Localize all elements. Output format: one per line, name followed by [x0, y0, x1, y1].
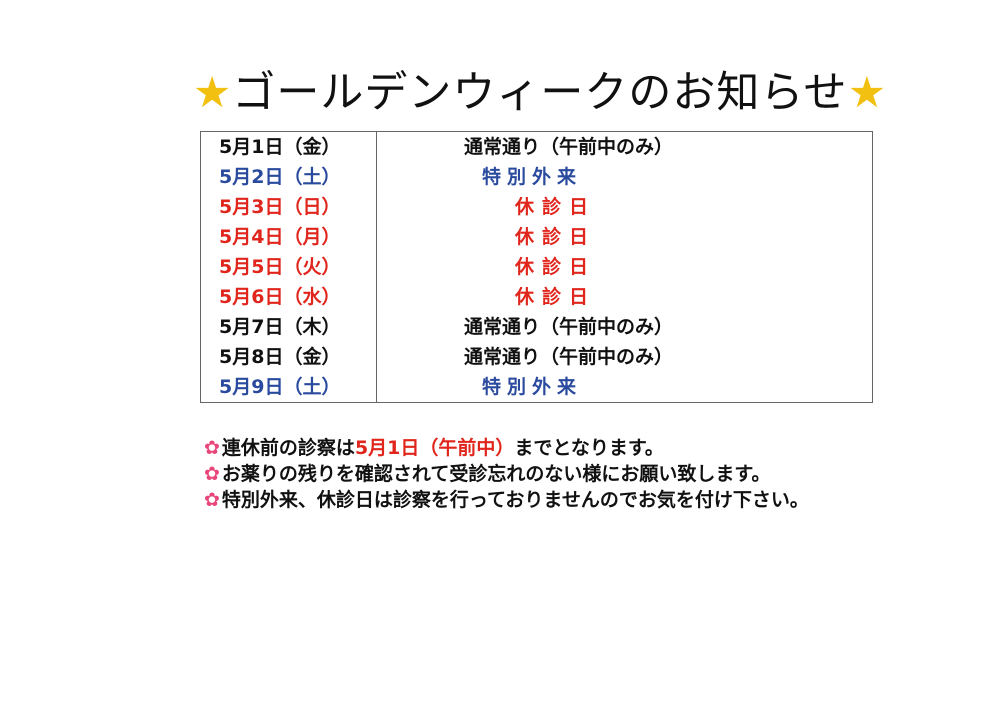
star-icon: ★ — [847, 68, 888, 118]
status-cell: 通常通り（午前中のみ） — [376, 131, 873, 162]
status-cell: 特別外来 — [376, 372, 873, 403]
status-cell: 特別外来 — [376, 162, 873, 192]
table-row: 5月3日（日） 休診日 — [200, 192, 873, 222]
status-cell: 通常通り（午前中のみ） — [376, 312, 873, 342]
status-cell: 通常通り（午前中のみ） — [376, 342, 873, 372]
flower-icon: ✿ — [204, 463, 220, 485]
date-cell: 5月6日（水） — [200, 282, 377, 312]
date-cell: 5月2日（土） — [200, 162, 377, 192]
note-item: ✿ お薬りの残りを確認されて受診忘れのない様にお願い致します。 — [204, 461, 809, 487]
flower-icon: ✿ — [204, 437, 220, 459]
status-cell: 休診日 — [376, 282, 873, 312]
note-item: ✿ 特別外来、休診日は診察を行っておりませんのでお気を付け下さい。 — [204, 487, 809, 513]
note-text: までとなります。 — [514, 437, 664, 459]
title-text: ゴールデンウィークのお知らせ — [232, 68, 848, 118]
table-row: 5月6日（水） 休診日 — [200, 282, 873, 312]
schedule-table: 5月1日（金） 通常通り（午前中のみ） 5月2日（土） 特別外来 5月3日（日） 休診日 5… — [200, 131, 873, 403]
page-title: ★ゴールデンウィークのお知らせ★ — [0, 58, 1000, 120]
note-item: ✿ 連休前の診察は5月1日（午前中）までとなります。 — [204, 435, 809, 461]
note-highlight: 5月1日（午前中） — [354, 437, 515, 459]
note-text: お薬りの残りを確認されて受診忘れのない様にお願い致します。 — [221, 463, 771, 485]
date-cell: 5月8日（金） — [200, 342, 377, 372]
table-row: 5月8日（金） 通常通り（午前中のみ） — [200, 342, 873, 372]
status-cell: 休診日 — [376, 192, 873, 222]
flower-icon: ✿ — [204, 489, 220, 511]
table-row: 5月5日（火） 休診日 — [200, 252, 873, 282]
date-cell: 5月5日（火） — [200, 252, 377, 282]
date-cell: 5月1日（金） — [200, 131, 377, 162]
note-text: 連休前の診察は — [221, 437, 355, 459]
date-cell: 5月9日（土） — [200, 372, 377, 403]
date-cell: 5月3日（日） — [200, 192, 377, 222]
note-text: 特別外来、休診日は診察を行っておりませんのでお気を付け下さい。 — [221, 489, 809, 511]
star-icon: ★ — [192, 68, 233, 118]
date-cell: 5月4日（月） — [200, 222, 377, 252]
table-row: 5月7日（木） 通常通り（午前中のみ） — [200, 312, 873, 342]
status-cell: 休診日 — [376, 252, 873, 282]
status-cell: 休診日 — [376, 222, 873, 252]
table-row: 5月1日（金） 通常通り（午前中のみ） — [200, 131, 873, 162]
table-row: 5月4日（月） 休診日 — [200, 222, 873, 252]
table-row: 5月9日（土） 特別外来 — [200, 372, 873, 403]
table-row: 5月2日（土） 特別外来 — [200, 162, 873, 192]
date-cell: 5月7日（木） — [200, 312, 377, 342]
notes: ✿ 連休前の診察は5月1日（午前中）までとなります。 ✿ お薬りの残りを確認されて受… — [204, 435, 809, 513]
